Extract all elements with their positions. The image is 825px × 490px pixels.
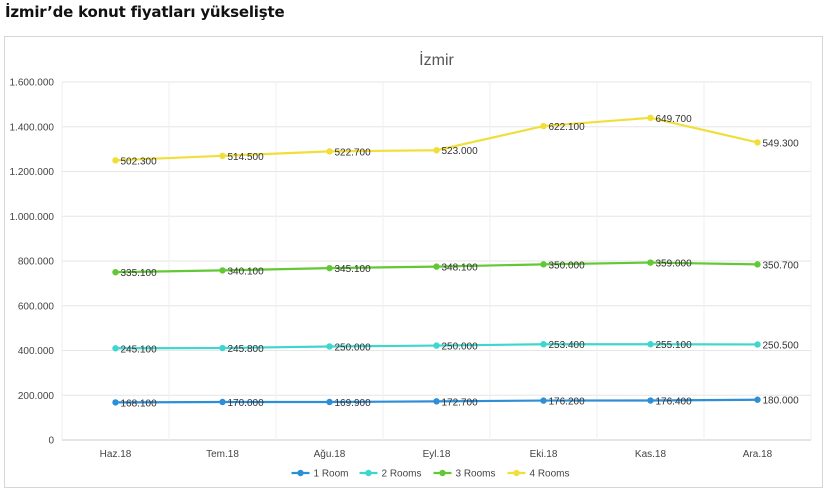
data-label: 350.000 (549, 260, 586, 271)
data-label: 250.000 (335, 342, 372, 353)
x-tick-label: Haz.18 (100, 449, 132, 460)
x-tick-label: Eki.18 (530, 449, 558, 460)
data-label: 549.300 (763, 138, 800, 149)
data-point (326, 264, 333, 272)
data-label: 170.000 (228, 398, 265, 409)
data-label: 522.700 (335, 147, 372, 158)
series-lines (112, 114, 761, 406)
y-tick-label: 400.000 (18, 346, 55, 357)
y-tick-label: 1.600.000 (10, 78, 55, 89)
data-label: 250.500 (763, 340, 800, 351)
data-point (754, 261, 761, 268)
data-point (326, 343, 333, 350)
legend-label: 2 Rooms (382, 469, 422, 480)
legend-marker (513, 469, 520, 477)
data-point (647, 259, 654, 266)
data-label: 168.100 (121, 398, 158, 409)
data-label: 250.000 (442, 342, 479, 353)
data-point (112, 268, 119, 276)
x-tick-label: Kas.18 (635, 449, 667, 460)
x-tick-label: Ağu.18 (314, 449, 346, 460)
data-label: 345.100 (335, 264, 372, 275)
data-point (219, 398, 226, 406)
legend-marker (439, 469, 446, 477)
data-label: 622.100 (549, 122, 586, 133)
data-label: 180.000 (763, 396, 800, 407)
data-point (219, 267, 226, 274)
data-point (540, 261, 547, 268)
y-axis-ticks: 0 200.000 400.000 600.000 800.000 1.000.000 1.… (10, 78, 55, 447)
data-point (112, 157, 119, 164)
data-point (754, 341, 761, 348)
x-tick-label: Ara.18 (743, 449, 773, 460)
data-label: 340.100 (228, 266, 265, 277)
data-label: 169.900 (335, 398, 372, 409)
data-label: 245.800 (228, 344, 265, 355)
legend-label: 4 Rooms (530, 469, 570, 480)
legend-label: 3 Rooms (456, 469, 496, 480)
data-point (754, 139, 761, 146)
line-chart: İzmir 0 200.000 400.000 600.000 800.000 1.000… (10, 50, 812, 480)
legend-label: 1 Room (314, 469, 349, 480)
data-point (112, 345, 119, 352)
legend: 1 Room 2 Rooms 3 Rooms 4 Rooms (291, 469, 570, 480)
chart-container: İzmir 0 200.000 400.000 600.000 800.000 1.000… (4, 36, 823, 488)
data-label: 245.100 (121, 344, 158, 355)
data-point (540, 397, 547, 404)
gridlines (61, 81, 812, 441)
y-tick-label: 1.400.000 (10, 122, 55, 133)
data-point (540, 122, 547, 130)
data-label: 348.100 (442, 263, 479, 274)
data-label: 253.400 (549, 340, 586, 351)
data-point (540, 341, 547, 348)
data-label: 502.300 (121, 156, 158, 167)
y-tick-label: 1.000.000 (10, 212, 55, 223)
data-point (219, 152, 226, 160)
data-point (326, 398, 333, 406)
y-tick-label: 1.200.000 (10, 167, 55, 178)
data-point (433, 147, 440, 154)
data-point (326, 148, 333, 155)
y-tick-label: 200.000 (18, 391, 55, 402)
chart-title: İzmir (419, 50, 454, 69)
data-label: 172.700 (442, 397, 479, 408)
x-tick-label: Eyl.18 (423, 449, 451, 460)
data-point (647, 397, 654, 404)
x-axis-ticks: Haz.18 Tem.18 Ağu.18 Eyl.18 Eki.18 Kas.18 Ara.… (100, 449, 773, 460)
y-tick-label: 600.000 (18, 301, 55, 312)
data-label: 335.100 (121, 268, 158, 279)
legend-marker (365, 469, 372, 477)
data-point (433, 263, 440, 270)
data-label: 176.200 (549, 397, 586, 408)
data-labels: 168.100 170.000 169.900 172.700 176.200 176.4… (121, 114, 800, 410)
data-point (647, 114, 654, 122)
data-point (112, 399, 119, 406)
data-point (433, 398, 440, 405)
data-label: 176.400 (656, 397, 693, 408)
data-point (647, 341, 654, 348)
legend-marker (297, 469, 304, 477)
data-point (433, 342, 440, 349)
x-tick-label: Tem.18 (206, 449, 239, 460)
data-label: 350.700 (763, 260, 800, 271)
y-tick-label: 0 (48, 436, 54, 447)
data-label: 359.000 (656, 259, 693, 270)
data-label: 523.000 (442, 146, 479, 157)
page-headline: İzmir’de konut fiyatları yükselişte (5, 3, 285, 21)
data-point (754, 396, 761, 403)
data-label: 649.700 (656, 114, 693, 125)
data-label: 514.500 (228, 152, 265, 163)
y-tick-label: 800.000 (18, 257, 55, 268)
data-label: 255.100 (656, 340, 693, 351)
data-point (219, 344, 226, 352)
